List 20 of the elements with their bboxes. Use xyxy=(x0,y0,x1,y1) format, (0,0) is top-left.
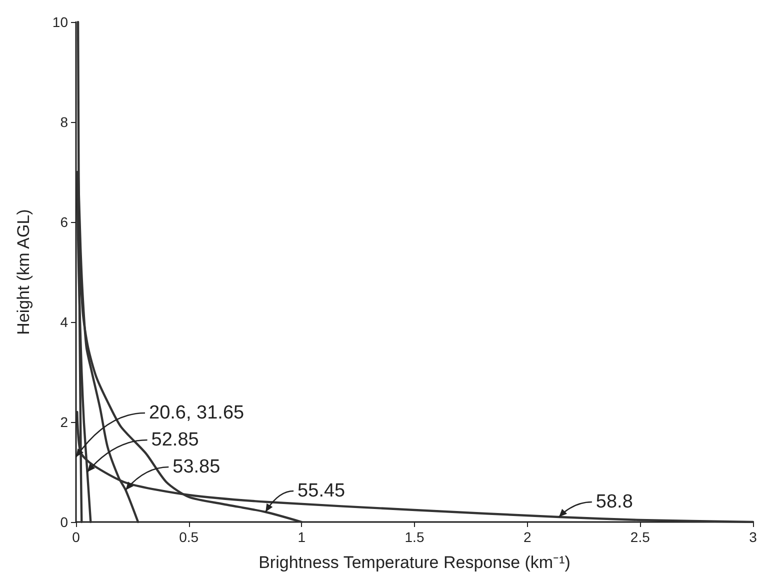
y-axis-title: Height (km AGL) xyxy=(14,209,33,335)
x-tick-label: 2 xyxy=(523,529,532,545)
x-tick-label: 1 xyxy=(298,529,306,545)
y-tick-label: 2 xyxy=(60,414,68,430)
x-axis-title: Brightness Temperature Response (km⁻¹) xyxy=(258,553,570,572)
annotation: 20.6, 31.65 xyxy=(149,402,244,424)
x-tick-label: 2.5 xyxy=(630,529,650,545)
annotation: 58.8 xyxy=(596,492,633,512)
x-tick-label: 0 xyxy=(72,529,80,545)
y-tick-label: 0 xyxy=(60,514,68,530)
y-tick-label: 4 xyxy=(60,314,68,330)
x-tick-label: 1.5 xyxy=(404,529,424,545)
annotation: 53.85 xyxy=(172,456,220,478)
annotation: 52.85 xyxy=(151,430,199,450)
y-tick-label: 10 xyxy=(52,14,68,30)
annotation: 55.45 xyxy=(298,480,346,502)
x-tick-label: 0.5 xyxy=(179,529,199,545)
y-tick-label: 6 xyxy=(60,214,68,230)
y-tick-label: 8 xyxy=(60,114,68,130)
x-tick-label: 3 xyxy=(749,529,758,545)
